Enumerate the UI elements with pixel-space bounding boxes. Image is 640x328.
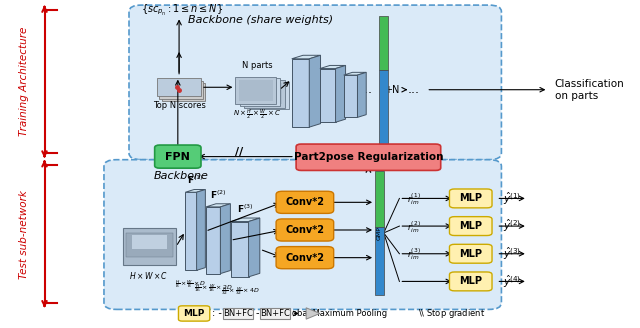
Text: $H\times W\times C$: $H\times W\times C$ (129, 270, 169, 281)
Bar (248, 82, 289, 109)
Text: $\{sc_{p_n}: 1\leq n \leq N\}$: $\{sc_{p_n}: 1\leq n \leq N\}$ (141, 3, 223, 17)
Polygon shape (306, 308, 320, 319)
Polygon shape (292, 55, 321, 59)
Bar (320, 69, 335, 122)
Text: $r_{im}^{(3)}$: $r_{im}^{(3)}$ (407, 247, 420, 262)
Polygon shape (335, 66, 346, 122)
Text: BN+FC: BN+FC (260, 309, 291, 318)
Text: Test sub-network: Test sub-network (19, 190, 29, 279)
FancyBboxPatch shape (276, 191, 333, 214)
Bar (157, 78, 201, 96)
Text: FPN: FPN (165, 152, 190, 162)
Text: Top N scores: Top N scores (152, 101, 205, 110)
Bar (159, 81, 203, 98)
Bar (375, 227, 384, 295)
FancyBboxPatch shape (449, 217, 492, 236)
Bar (126, 233, 173, 257)
Text: Part2pose Regularization: Part2pose Regularization (294, 152, 443, 162)
Text: BN+FC: BN+FC (223, 309, 253, 318)
Text: MLP: MLP (460, 277, 483, 286)
Bar (344, 75, 358, 117)
Bar (292, 59, 309, 127)
Text: ...: ... (361, 83, 373, 96)
FancyBboxPatch shape (449, 189, 492, 208)
FancyBboxPatch shape (296, 144, 441, 171)
Bar (247, 83, 282, 104)
Bar (244, 80, 285, 108)
Text: $\mathbf{F}^{(2)}$: $\mathbf{F}^{(2)}$ (210, 188, 227, 200)
Bar (240, 78, 280, 106)
Text: $\frac{H}{32}\times\frac{W}{32}\times 4D$: $\frac{H}{32}\times\frac{W}{32}\times 4D… (221, 285, 259, 297)
Bar (231, 221, 248, 277)
Text: $\hat{y}^{(2)}$: $\hat{y}^{(2)}$ (503, 218, 521, 234)
Polygon shape (186, 190, 205, 192)
FancyBboxPatch shape (104, 160, 501, 309)
Text: N parts: N parts (242, 61, 273, 70)
Bar (223, 308, 253, 319)
Polygon shape (320, 66, 346, 69)
Bar (239, 80, 273, 101)
Text: //: // (235, 147, 243, 157)
Bar (260, 308, 291, 319)
Bar (236, 77, 276, 104)
FancyBboxPatch shape (276, 219, 333, 241)
Bar (375, 171, 384, 227)
Text: Backbone (share weights): Backbone (share weights) (188, 15, 333, 25)
FancyBboxPatch shape (129, 5, 501, 160)
Text: $\frac{H}{8}\times\frac{W}{8}\times D$: $\frac{H}{8}\times\frac{W}{8}\times D$ (175, 278, 207, 290)
FancyBboxPatch shape (449, 244, 492, 263)
Bar (206, 207, 220, 274)
Polygon shape (231, 218, 260, 221)
Text: $\hat{y}^{(1)}$: $\hat{y}^{(1)}$ (503, 190, 521, 207)
Polygon shape (248, 218, 260, 277)
FancyBboxPatch shape (155, 145, 201, 168)
Text: $N\times\frac{H}{2}\times\frac{W}{2}\times C$: $N\times\frac{H}{2}\times\frac{W}{2}\tim… (233, 108, 282, 122)
Text: $\hat{y}^{(4)}$: $\hat{y}^{(4)}$ (503, 273, 521, 290)
Polygon shape (358, 72, 366, 117)
Bar (186, 192, 196, 270)
Bar (380, 16, 388, 70)
Text: MLP: MLP (460, 221, 483, 231)
Text: Conv*2: Conv*2 (285, 197, 324, 207)
Text: Conv*2: Conv*2 (285, 225, 324, 235)
Bar (132, 235, 166, 249)
Bar (380, 70, 388, 150)
Bar (243, 82, 277, 103)
Bar (123, 228, 176, 265)
Text: Backbone: Backbone (154, 171, 209, 181)
Text: GMP: GMP (377, 226, 382, 240)
Text: MLP: MLP (460, 249, 483, 259)
Text: $r_{im}^{(1)}$: $r_{im}^{(1)}$ (407, 192, 420, 207)
Polygon shape (220, 204, 230, 274)
Bar (161, 83, 205, 101)
Polygon shape (206, 204, 230, 207)
FancyBboxPatch shape (276, 247, 333, 269)
FancyBboxPatch shape (449, 272, 492, 291)
Text: ...: ... (408, 83, 420, 96)
Polygon shape (196, 190, 205, 270)
Text: : -: : - (212, 308, 222, 318)
Text: $\hat{y}^{(3)}$: $\hat{y}^{(3)}$ (503, 246, 521, 262)
Bar (252, 85, 286, 106)
Text: Classification
on parts: Classification on parts (555, 79, 625, 100)
Text: Conv*2: Conv*2 (285, 253, 324, 263)
Text: $\mathbf{F}^{(3)}$: $\mathbf{F}^{(3)}$ (237, 202, 254, 215)
Polygon shape (344, 72, 366, 75)
Text: $\backslash\backslash$ Stop gradient: $\backslash\backslash$ Stop gradient (418, 307, 485, 320)
Text: $\mathbf{F}^{(1)}$: $\mathbf{F}^{(1)}$ (187, 174, 204, 186)
Text: $r_{im}^{(2)}$: $r_{im}^{(2)}$ (407, 219, 420, 235)
Text: MLP: MLP (460, 194, 483, 203)
Text: MLP: MLP (184, 309, 205, 318)
Text: +N: +N (384, 85, 399, 95)
FancyBboxPatch shape (179, 306, 210, 321)
Text: Global Maximum Pooling: Global Maximum Pooling (284, 309, 388, 318)
Text: Training Architecture: Training Architecture (19, 27, 29, 136)
Text: $\frac{H}{16}\times\frac{W}{16}\times 2D$: $\frac{H}{16}\times\frac{W}{16}\times 2D… (194, 282, 232, 294)
Text: -: - (255, 308, 259, 318)
Polygon shape (309, 55, 321, 127)
